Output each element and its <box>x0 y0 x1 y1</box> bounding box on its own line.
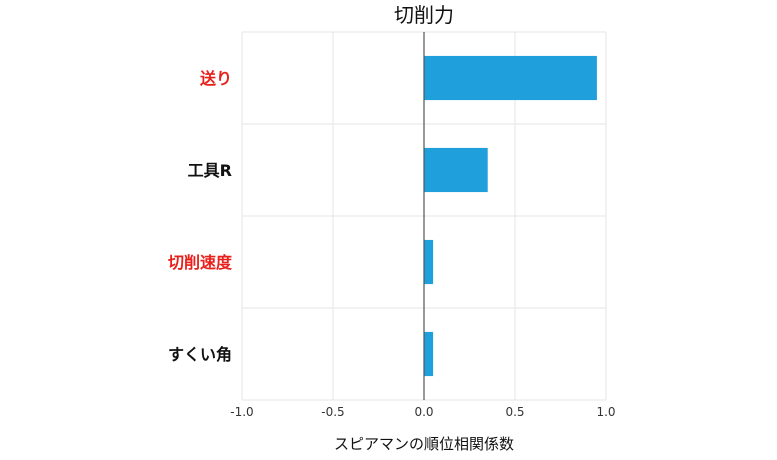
y-tick-label: 送り <box>199 69 232 88</box>
bar <box>424 147 488 193</box>
x-axis-label: スピアマンの順位相関係数 <box>334 435 514 453</box>
bar <box>424 331 434 377</box>
x-tick-label: 0.0 <box>414 405 433 419</box>
y-tick-label: 切削速度 <box>168 253 233 272</box>
bar <box>424 239 434 285</box>
y-tick-label: 工具R <box>188 161 232 180</box>
x-tick-label: 0.5 <box>505 405 524 419</box>
chart-title: 切削力 <box>394 3 454 27</box>
x-tick-label: -0.5 <box>321 405 344 419</box>
bars <box>424 55 597 377</box>
x-tick-label: -1.0 <box>230 405 253 419</box>
y-tick-label: すくい角 <box>168 345 232 364</box>
x-tick-label: 1.0 <box>596 405 615 419</box>
bar <box>424 55 597 101</box>
x-tick-labels: -1.0 -0.5 0.0 0.5 1.0 <box>230 405 615 419</box>
